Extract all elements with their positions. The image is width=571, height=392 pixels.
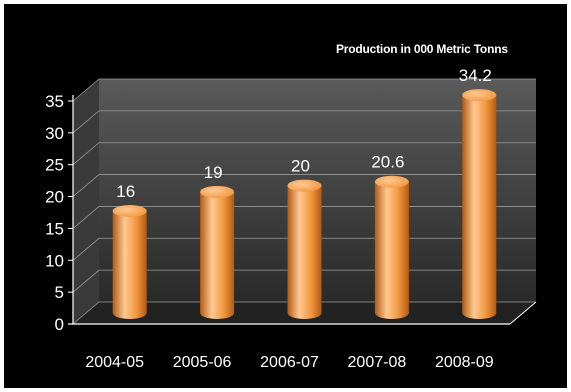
y-tick-label: 5 [55, 283, 64, 302]
x-tick-label: 2008-09 [435, 354, 494, 371]
chart-frame: 0 5 10 15 20 25 30 35 16 2004-05 19 2005-06 20 2006-0… [4, 4, 567, 388]
bar-top [374, 175, 409, 188]
gridline [72, 78, 536, 102]
bar-top [200, 185, 235, 198]
x-tick-label: 2006-07 [260, 354, 319, 371]
bar [374, 175, 409, 319]
bar-top [462, 89, 497, 102]
bar-body [287, 185, 322, 319]
bar-top [287, 179, 322, 192]
x-tick-label: 2005-06 [173, 354, 232, 371]
y-tick-label: 10 [45, 251, 64, 270]
bar-body [374, 181, 409, 319]
side-wall [73, 79, 99, 324]
data-label: 19 [204, 163, 223, 182]
gridline [72, 174, 536, 197]
x-tick-label: 2007-08 [348, 354, 407, 371]
y-tick-label: 0 [55, 315, 64, 334]
data-label: 20 [291, 157, 310, 176]
data-label: 16 [116, 182, 135, 201]
gridline [72, 142, 536, 166]
y-tick-label: 15 [45, 219, 64, 238]
y-tick-label: 20 [45, 188, 64, 207]
gridline [72, 110, 536, 134]
bar [200, 185, 235, 319]
bar-body [200, 191, 235, 319]
bar-body [112, 211, 147, 319]
data-label: 34.2 [459, 66, 492, 85]
y-tick-label: 30 [45, 124, 64, 143]
bar-top [112, 205, 147, 218]
y-tick-label: 35 [45, 92, 64, 111]
x-axis-depth-line [509, 301, 537, 325]
bar [287, 179, 322, 319]
y-tick-label: 25 [45, 156, 64, 175]
bar-body [462, 95, 497, 320]
chart-title: Production in 000 Metric Tonns [336, 42, 508, 56]
bar [112, 205, 147, 319]
x-tick-label: 2004-05 [85, 354, 144, 371]
data-label: 20.6 [371, 153, 404, 172]
chart-canvas: 0 5 10 15 20 25 30 35 16 2004-05 19 2005-06 20 2006-0… [45, 66, 537, 371]
bar [462, 89, 497, 320]
